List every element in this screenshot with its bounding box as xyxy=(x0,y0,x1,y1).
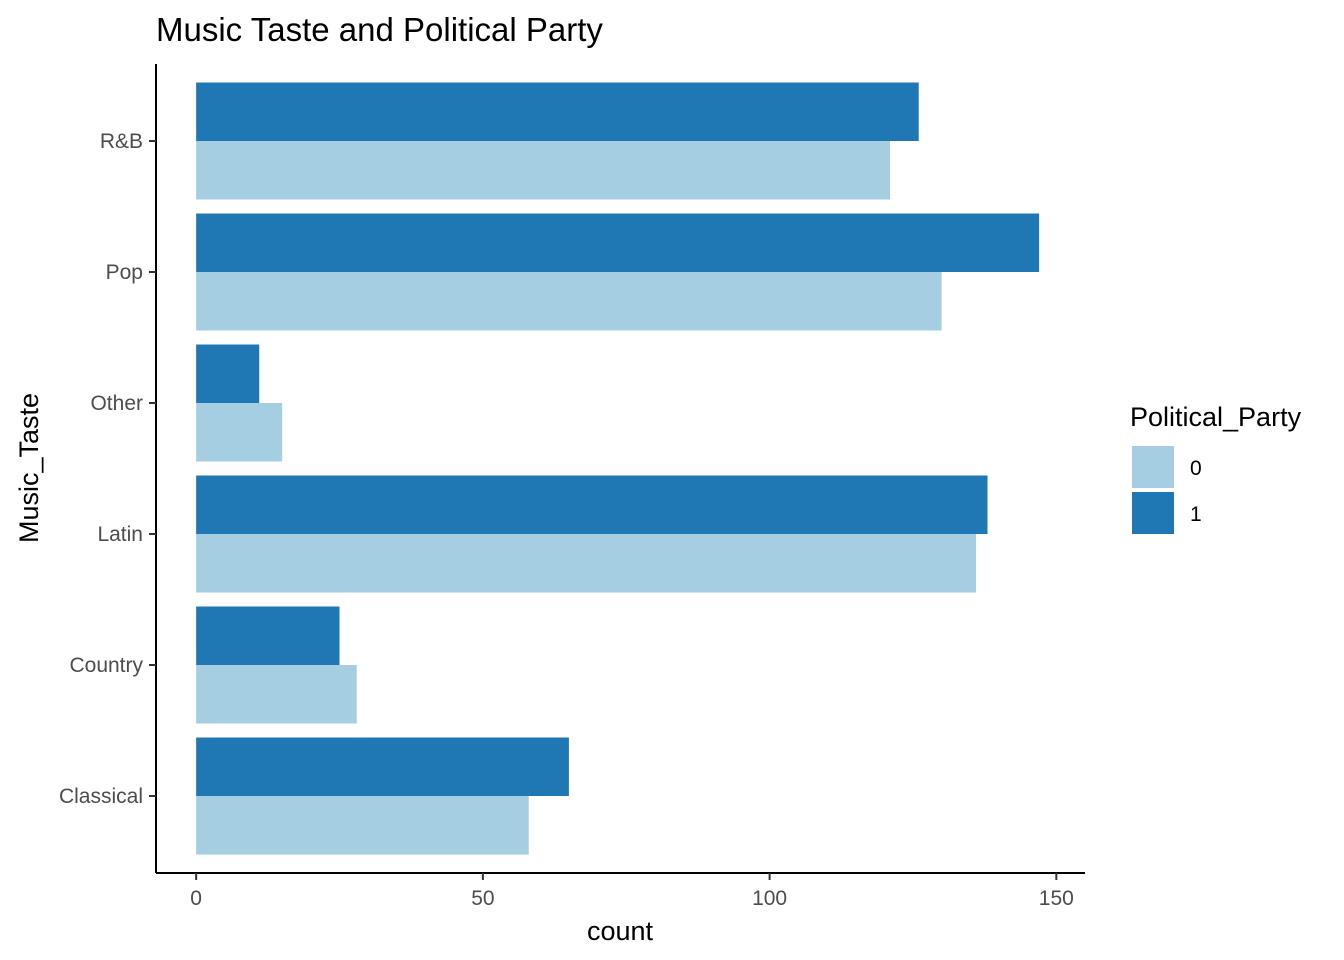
bar-pop-series-0 xyxy=(196,272,942,331)
x-axis-title: count xyxy=(587,916,654,946)
legend: Political_Party 01 xyxy=(1130,402,1302,534)
bar-pop-series-1 xyxy=(196,213,1040,272)
legend-title: Political_Party xyxy=(1130,402,1302,432)
bar-r-b-series-0 xyxy=(196,141,891,200)
y-tick-label-r-b: R&B xyxy=(100,130,143,153)
bar-country-series-1 xyxy=(196,606,340,665)
x-ticks-layer: 0 50 100 150 xyxy=(190,873,1074,910)
x-tick-label-0: 0 xyxy=(190,887,202,910)
bar-other-series-1 xyxy=(196,344,260,403)
x-tick-label-50: 50 xyxy=(471,887,494,910)
bar-latin-series-1 xyxy=(196,475,988,534)
y-tick-label-latin: Latin xyxy=(97,523,143,546)
axes-layer xyxy=(155,64,1085,874)
y-tick-label-other: Other xyxy=(90,392,143,415)
bars-layer xyxy=(196,82,1040,855)
legend-swatch-1 xyxy=(1132,492,1174,534)
legend-label-1: 1 xyxy=(1190,503,1202,526)
legend-swatch-0 xyxy=(1132,446,1174,488)
chart-title: Music Taste and Political Party xyxy=(156,11,603,48)
y-tick-label-country: Country xyxy=(69,654,143,677)
y-ticks-layer: Classical Country Latin Other Pop R&B xyxy=(59,130,156,808)
bar-country-series-0 xyxy=(196,665,357,724)
bar-other-series-0 xyxy=(196,403,283,462)
bar-latin-series-0 xyxy=(196,534,977,593)
y-tick-label-pop: Pop xyxy=(106,261,143,284)
legend-label-0: 0 xyxy=(1190,457,1202,480)
bar-classical-series-0 xyxy=(196,796,529,855)
x-tick-label-100: 100 xyxy=(752,887,787,910)
y-tick-label-classical: Classical xyxy=(59,785,143,808)
bar-r-b-series-1 xyxy=(196,82,919,141)
y-axis-title: Music_Taste xyxy=(14,393,44,543)
legend-items: 01 xyxy=(1132,446,1202,534)
x-tick-label-150: 150 xyxy=(1039,887,1074,910)
bar-classical-series-1 xyxy=(196,737,569,796)
